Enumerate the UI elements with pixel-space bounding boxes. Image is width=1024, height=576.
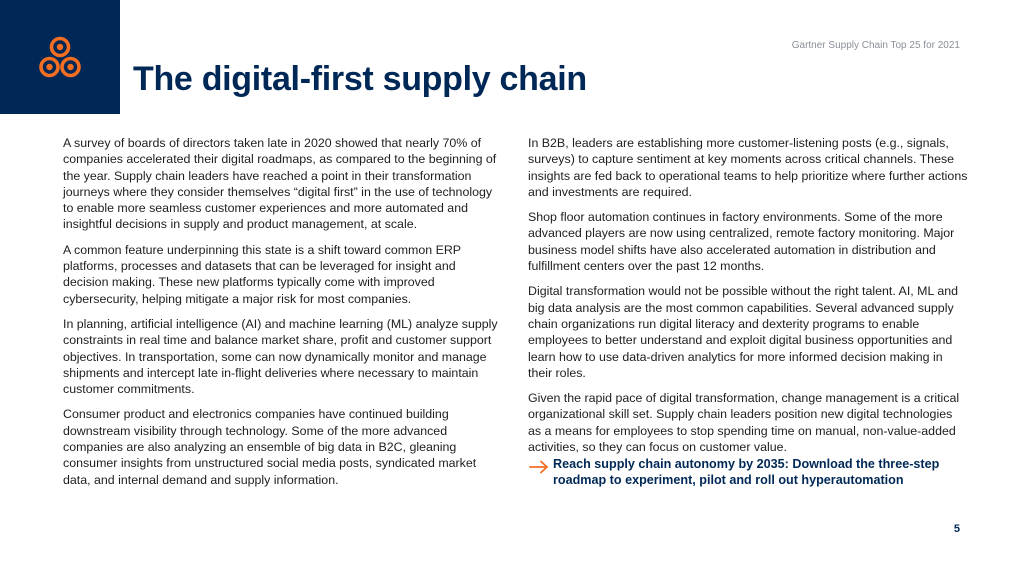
paragraph: A common feature underpinning this state…: [63, 242, 461, 306]
right-text-column: In B2B, leaders are establishing more cu…: [528, 135, 968, 464]
three-rings-logo-icon: [39, 36, 81, 78]
download-roadmap-link[interactable]: Reach supply chain autonomy by 2035: Dow…: [528, 457, 968, 488]
logo-panel: [0, 0, 120, 114]
left-text-column: A survey of boards of directors taken la…: [63, 135, 498, 497]
paragraph: Consumer product and electronics compani…: [63, 407, 477, 487]
page-number: 5: [953, 523, 960, 535]
paragraph: Digital transformation would not be poss…: [528, 284, 959, 380]
paragraph: Given the rapid pace of digital transfor…: [528, 391, 960, 455]
paragraph: Shop floor automation continues in facto…: [528, 210, 955, 274]
paragraph: In planning, artificial intelligence (AI…: [63, 316, 498, 397]
arrow-right-icon: [529, 460, 548, 474]
paragraph: A survey of boards of directors taken la…: [63, 136, 497, 232]
cta-label: Reach supply chain autonomy by 2035: Dow…: [553, 457, 940, 487]
paragraph: In B2B, leaders are establishing more cu…: [528, 136, 968, 199]
report-source-note: Gartner Supply Chain Top 25 for 2021: [791, 40, 960, 51]
page-title: The digital-first supply chain: [133, 60, 587, 98]
